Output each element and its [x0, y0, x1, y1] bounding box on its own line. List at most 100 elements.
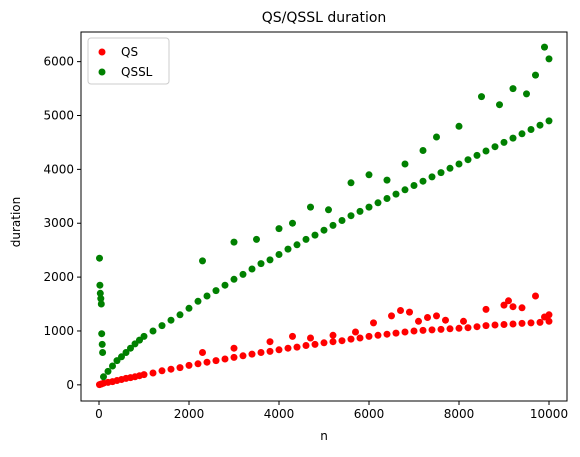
data-point	[410, 182, 418, 189]
y-tick-label: 4000	[43, 162, 74, 176]
data-point	[532, 71, 539, 79]
data-point	[307, 334, 314, 342]
data-point	[401, 186, 409, 194]
data-point	[464, 156, 472, 164]
data-point	[545, 117, 553, 125]
data-point	[203, 292, 211, 300]
data-point	[199, 349, 206, 356]
data-point	[167, 365, 175, 373]
data-point	[401, 328, 409, 336]
data-point	[302, 342, 310, 349]
data-point	[518, 130, 526, 138]
data-point	[464, 324, 472, 332]
data-point	[365, 171, 373, 179]
data-point	[455, 324, 463, 332]
data-point	[266, 256, 274, 264]
data-point	[325, 206, 332, 214]
data-point	[98, 340, 106, 348]
data-point	[307, 203, 314, 211]
data-point	[370, 319, 377, 327]
data-point	[257, 260, 265, 268]
data-point	[275, 251, 283, 258]
data-point	[433, 312, 440, 320]
data-point	[491, 143, 499, 151]
data-point	[455, 122, 463, 130]
data-point	[442, 316, 449, 324]
data-point	[98, 330, 106, 338]
data-point	[149, 327, 157, 335]
data-point	[428, 326, 436, 334]
data-point	[347, 335, 355, 343]
data-point	[455, 160, 463, 168]
data-point	[329, 331, 337, 339]
data-point	[302, 235, 310, 243]
y-tick-label: 5000	[43, 108, 74, 122]
x-tick-label: 6000	[354, 407, 385, 421]
plot-frame	[80, 31, 568, 402]
data-point	[383, 176, 391, 184]
data-point	[500, 301, 508, 309]
data-point	[99, 349, 107, 356]
data-point	[460, 317, 467, 325]
data-point	[96, 289, 104, 297]
data-point	[536, 121, 544, 129]
data-point	[239, 270, 247, 278]
data-point	[527, 319, 535, 327]
data-point	[266, 338, 274, 346]
data-point	[100, 373, 107, 381]
x-axis-label: n	[320, 429, 328, 443]
data-point	[356, 334, 364, 342]
data-point	[518, 304, 526, 312]
x-tick-label: 10000	[530, 407, 568, 421]
data-point	[523, 90, 530, 98]
data-point	[96, 254, 103, 262]
data-point	[127, 344, 134, 352]
data-point	[284, 344, 292, 352]
data-point	[338, 217, 346, 224]
x-tick-label: 8000	[444, 407, 475, 421]
data-point	[347, 212, 355, 220]
data-point	[496, 101, 503, 109]
data-point	[419, 326, 427, 334]
data-point	[473, 323, 481, 331]
data-point	[176, 364, 184, 372]
data-point	[257, 349, 265, 356]
data-point	[311, 231, 319, 239]
axes: 0 2000 4000 6000 8000 10000 0 1000 2000 3000 4000 5…	[43, 31, 568, 421]
chart-title: QS/QSSL duration	[262, 10, 387, 26]
data-point	[352, 328, 359, 336]
data-point	[473, 151, 481, 159]
data-point	[383, 195, 391, 202]
data-point	[185, 304, 193, 312]
data-point	[536, 318, 544, 326]
data-point	[199, 257, 206, 265]
data-point	[545, 311, 553, 319]
data-point	[109, 362, 116, 370]
legend-label-qssl: QSSL	[121, 65, 153, 79]
legend-label-qs: QS	[121, 45, 138, 59]
data-point	[320, 226, 328, 234]
data-point	[401, 160, 409, 168]
y-tick-label: 1000	[43, 324, 74, 338]
data-point	[491, 321, 499, 329]
legend-marker-qs	[98, 48, 106, 56]
data-point	[230, 344, 238, 352]
data-point	[509, 303, 517, 311]
data-point	[203, 358, 211, 366]
x-tick-label: 2000	[174, 407, 205, 421]
y-tick-label: 3000	[43, 216, 74, 230]
data-point	[500, 138, 508, 146]
data-point	[194, 297, 202, 305]
data-point	[446, 164, 454, 172]
data-point	[230, 238, 238, 246]
legend-marker-qssl	[98, 68, 106, 76]
series-qs	[96, 292, 553, 389]
data-point	[532, 292, 539, 300]
data-point	[482, 305, 490, 313]
legend-box	[87, 37, 170, 85]
data-point	[239, 352, 247, 360]
data-point	[374, 199, 382, 207]
y-tick-label: 2000	[43, 270, 74, 284]
data-point	[230, 275, 238, 283]
